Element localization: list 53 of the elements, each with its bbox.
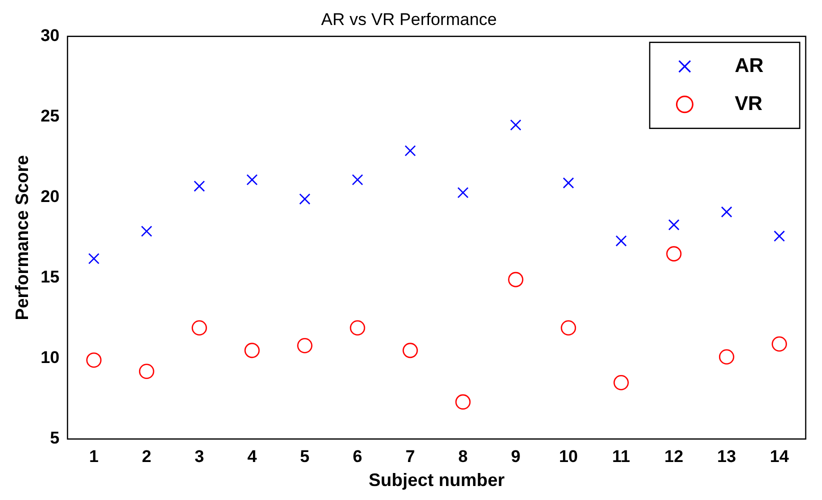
point [352,174,364,186]
point [299,193,310,205]
y-axis-title: Performance Score [12,155,32,320]
x-tick-label: 2 [142,446,152,466]
point [562,177,574,189]
point [614,374,629,390]
legend-label: AR [734,54,764,77]
y-tick-label: 10 [40,348,60,368]
x-tick-label: 13 [717,446,736,466]
x-tick-label: 6 [352,446,362,466]
x-tick-label: 12 [664,446,684,466]
point [455,394,471,410]
x-tick-label: 10 [558,446,578,466]
point [721,206,732,218]
y-tick-label: 5 [50,428,60,448]
x-tick-label: 3 [194,446,204,466]
x-tick-label: 14 [770,446,790,466]
point [86,352,102,368]
point [402,342,418,358]
point [88,253,100,264]
point [246,174,258,186]
x-tick-label: 5 [300,446,310,466]
legend-label: VR [734,92,764,115]
point [194,180,205,192]
point [508,272,524,288]
point [297,338,312,354]
point [668,219,680,230]
chart-title: AR vs VR Performance [321,10,497,29]
x-tick-label: 8 [458,446,468,466]
y-tick-label: 30 [40,26,60,46]
y-tick-label: 15 [40,268,60,287]
point [772,336,787,352]
y-tick-label: 20 [40,187,60,206]
y-tick-label: 25 [40,106,60,126]
point [404,145,416,156]
x-tick-label: 9 [510,446,520,466]
point [457,187,469,198]
point [560,320,576,336]
x-tick-label: 1 [89,446,99,466]
point [510,119,522,131]
point [138,364,154,380]
point [666,246,682,262]
point [141,226,152,237]
point [616,235,627,247]
point [718,349,734,365]
x-axis-title: Subject number [368,470,505,490]
point [244,342,260,358]
point [192,320,207,336]
x-tick-label: 7 [406,446,415,466]
point [350,320,366,336]
x-tick-label: 11 [612,446,630,466]
x-tick-label: 4 [247,446,258,466]
point [774,230,785,242]
